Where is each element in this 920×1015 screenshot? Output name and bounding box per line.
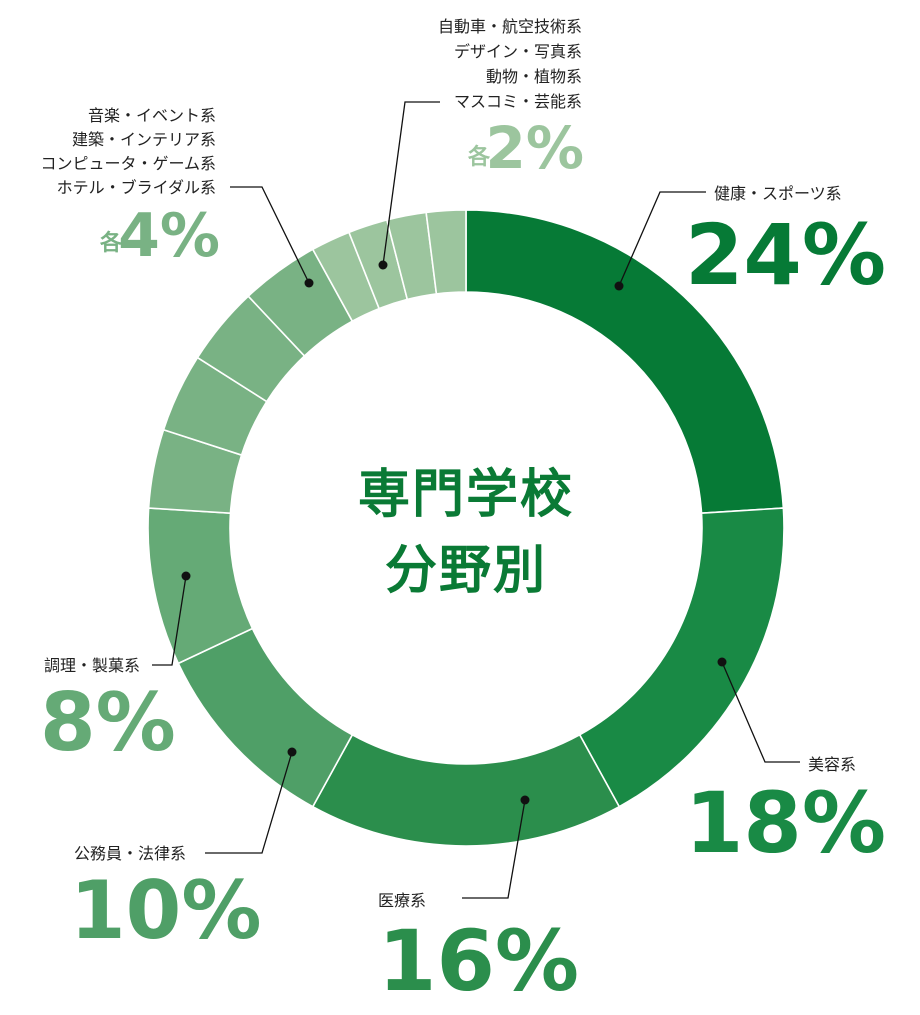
leader-dot-group2 (378, 260, 388, 270)
leader-dot-group4 (304, 278, 314, 288)
label-civil-pct: 10% (70, 864, 261, 957)
leader-group4 (230, 186, 310, 284)
leader-dot-cooking (181, 571, 191, 581)
label-health-name: 健康・スポーツ系 (714, 184, 842, 203)
label-group2-prefix: 各 (467, 144, 491, 170)
leader-medical (462, 799, 526, 899)
leader-dot-health (614, 281, 624, 291)
label-group4-name-1: 音楽・イベント系 (88, 106, 216, 125)
label-group2-name-4: マスコミ・芸能系 (454, 92, 582, 111)
label-medical-pct: 16% (378, 912, 579, 1010)
center-title-line1: 専門学校 (358, 465, 574, 525)
label-group2-name-1: 自動車・航空技術系 (438, 17, 582, 36)
label-group2-pct: 2% (486, 114, 584, 182)
label-group4-name-4: ホテル・ブライダル系 (57, 178, 216, 197)
leader-cooking (152, 575, 187, 666)
leader-health (618, 191, 706, 287)
leader-dot-beauty (717, 657, 727, 667)
leader-civil (205, 751, 293, 854)
center-title-line2: 分野別 (385, 541, 547, 601)
label-cooking-pct: 8% (40, 676, 176, 769)
label-health-pct: 24% (685, 206, 886, 304)
donut-slice-0 (465, 209, 785, 515)
label-beauty-pct: 18% (685, 774, 886, 872)
donut-slices (147, 209, 785, 847)
label-group4-prefix: 各 (99, 230, 123, 256)
leader-beauty (721, 661, 800, 763)
label-civil-name: 公務員・法律系 (74, 844, 186, 863)
donut-slice-2 (311, 733, 621, 847)
donut-slice-1 (578, 507, 785, 808)
leader-lines (152, 101, 800, 899)
donut-slice-3 (177, 627, 354, 808)
label-group2-name-3: 動物・植物系 (486, 67, 582, 86)
leader-dot-civil (287, 747, 297, 757)
label-group2-name-2: デザイン・写真系 (454, 42, 582, 61)
leader-group2 (382, 101, 440, 266)
label-medical-name: 医療系 (378, 891, 426, 910)
label-group4-name-2: 建築・インテリア系 (72, 130, 216, 149)
label-cooking-name: 調理・製菓系 (44, 656, 140, 675)
label-group4-pct: 4% (118, 201, 220, 271)
label-group4-name-3: コンピュータ・ゲーム系 (40, 154, 216, 173)
leader-dot-medical (520, 795, 530, 805)
label-beauty-name: 美容系 (808, 755, 856, 774)
donut-slice-12 (425, 209, 467, 295)
